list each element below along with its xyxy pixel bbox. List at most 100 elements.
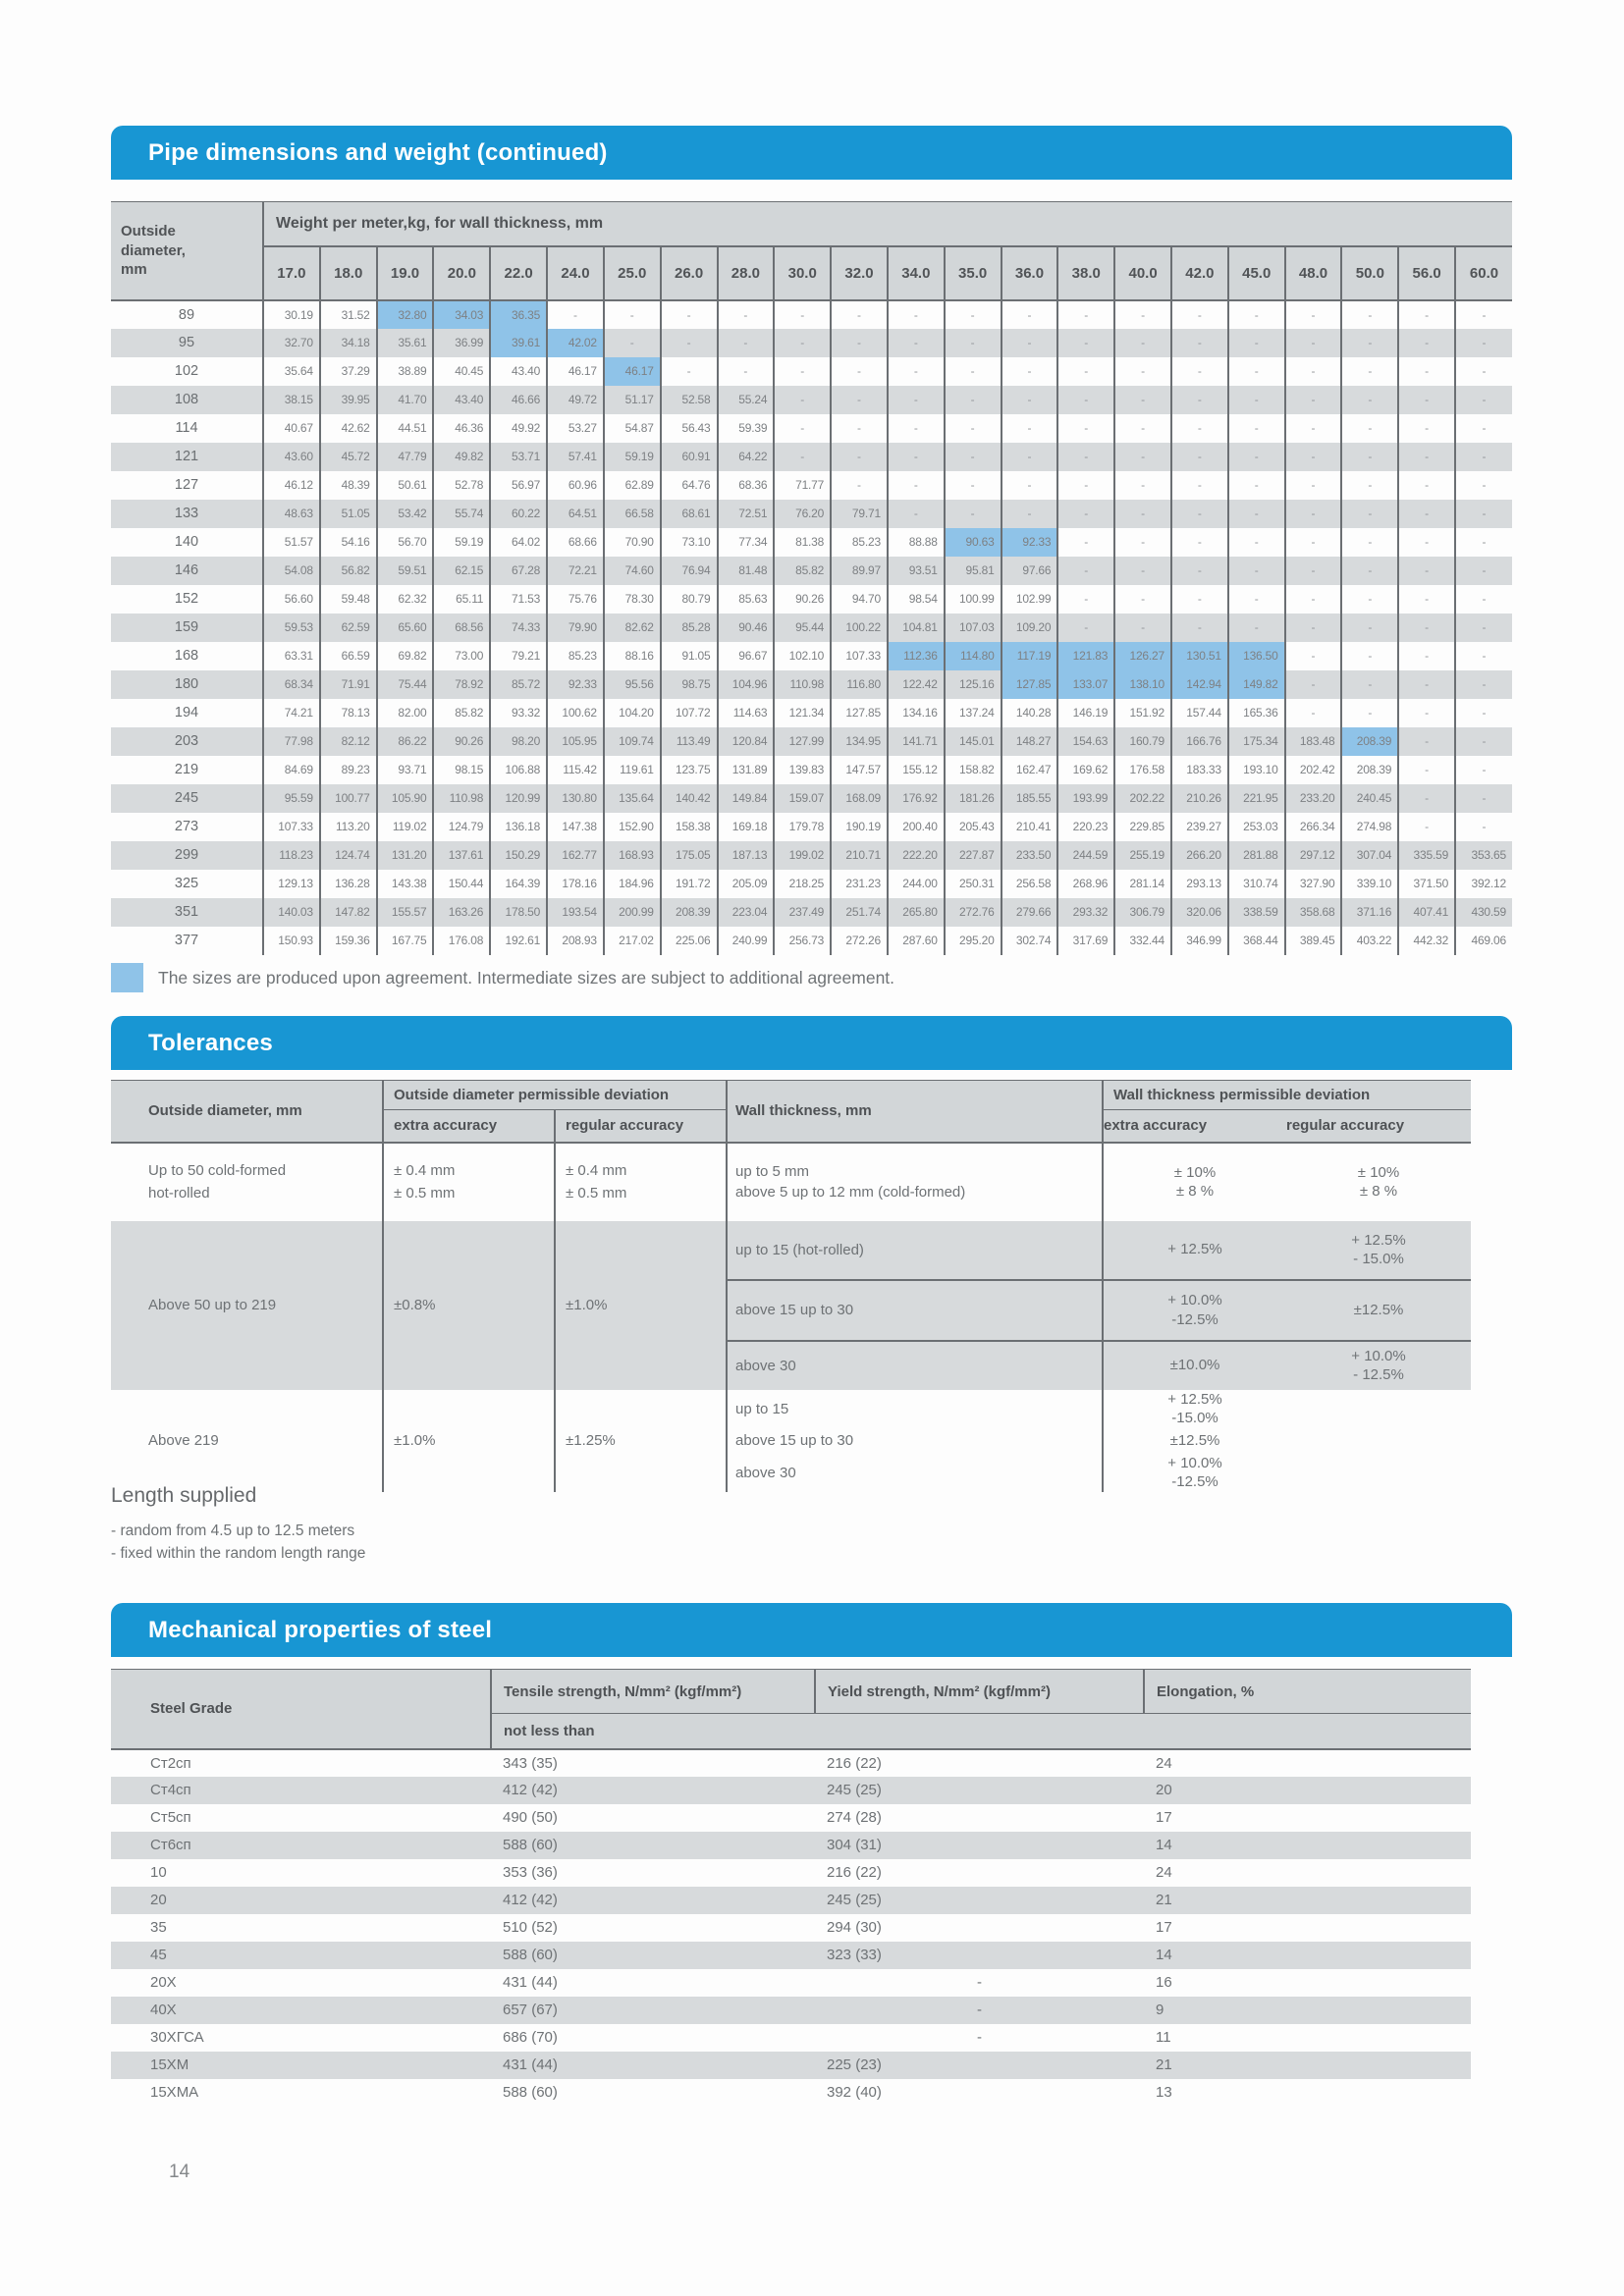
weight-cell: 94.70 — [830, 584, 888, 614]
weight-cell: 244.59 — [1056, 840, 1115, 870]
weight-cell: 39.61 — [489, 328, 548, 357]
wall-thickness-column-header: 40.0 — [1113, 245, 1171, 301]
tensile-strength-value: 353 (36) — [503, 1864, 558, 1881]
empty-weight-cell: - — [602, 328, 661, 357]
weight-cell: 64.51 — [546, 499, 604, 528]
tol-od-extra-value: ± 0.4 mm ± 0.5 mm — [382, 1142, 555, 1221]
steel-grade-value: 45 — [150, 1947, 167, 1963]
empty-weight-cell: - — [773, 328, 832, 357]
weight-cell: 147.38 — [546, 812, 604, 841]
pipe-row-325: 325 129.13 136.28 143.38 150.44 164.39 178.16 1… — [111, 869, 1512, 898]
weight-cell: 208.39 — [1340, 726, 1399, 756]
wall-thickness-column-header: 30.0 — [773, 245, 832, 301]
empty-weight-cell: - — [1056, 299, 1115, 329]
highlight-legend-swatch — [111, 963, 143, 992]
pipe-row-102: 102 35.64 37.29 38.89 40.45 43.40 46.17 46.17- -… — [111, 356, 1512, 386]
outside-diameter-value: 121 — [174, 449, 199, 464]
weight-cell: 168.09 — [830, 783, 888, 813]
empty-weight-cell: - — [1170, 613, 1228, 642]
weight-cell: 65.60 — [375, 613, 434, 642]
yield-strength-value: 323 (33) — [827, 1947, 882, 1963]
weight-cell: 105.95 — [546, 726, 604, 756]
weight-cell: 136.18 — [489, 812, 548, 841]
weight-cell: 49.82 — [432, 442, 491, 471]
weight-cell: 59.39 — [716, 413, 775, 443]
length-supplied-item: - random from 4.5 up to 12.5 meters — [111, 1522, 355, 1539]
weight-cell: 251.74 — [830, 897, 888, 927]
empty-weight-cell: - — [1170, 584, 1228, 614]
tensile-strength-value: 657 (67) — [503, 2002, 558, 2018]
weight-cell: 32.80 — [375, 299, 434, 329]
weight-cell: 109.20 — [1000, 613, 1058, 642]
steel-grade-row: 15ХМА 588 (60) 392 (40) 13 — [111, 2078, 1471, 2107]
weight-cell: 193.99 — [1056, 783, 1115, 813]
outside-diameter-value: 108 — [174, 392, 199, 407]
empty-weight-cell: - — [546, 299, 604, 329]
empty-weight-cell: - — [1226, 299, 1285, 329]
empty-weight-cell: - — [1397, 413, 1456, 443]
weight-cell: 59.48 — [318, 584, 377, 614]
weight-cell: 191.72 — [659, 869, 718, 898]
pipe-row-273: 273 107.33 113.20 119.02 124.79 136.18 147.38 1… — [111, 812, 1512, 841]
tol-wt-extra-value: ±12.5% — [1102, 1427, 1286, 1454]
weight-cell: 167.75 — [375, 926, 434, 955]
weight-cell: 202.42 — [1283, 755, 1342, 784]
pipe-table-group-header: Weight per meter,kg, for wall thickness,… — [262, 201, 1512, 247]
weight-cell: 118.23 — [262, 840, 320, 870]
steel-grade-value: 15ХМА — [150, 2084, 199, 2101]
weight-cell: 35.64 — [262, 356, 320, 386]
weight-cell: 281.88 — [1226, 840, 1285, 870]
weight-cell: 183.48 — [1283, 726, 1342, 756]
empty-weight-cell: - — [1000, 299, 1058, 329]
weight-cell: 137.24 — [943, 698, 1001, 727]
empty-weight-cell: - — [659, 299, 718, 329]
weight-cell: 114.63 — [716, 698, 775, 727]
weight-cell: 255.19 — [1113, 840, 1171, 870]
empty-weight-cell: - — [1397, 641, 1456, 670]
weight-cell: 317.69 — [1056, 926, 1115, 955]
weight-cell: 72.51 — [716, 499, 775, 528]
empty-weight-cell: - — [1283, 613, 1342, 642]
weight-cell: 77.34 — [716, 527, 775, 557]
weight-cell: 126.27 — [1113, 641, 1171, 670]
tol-wt-extra-value: + 10.0% -12.5% — [1102, 1278, 1286, 1341]
empty-weight-cell: - — [1000, 385, 1058, 414]
weight-cell: 45.72 — [318, 442, 377, 471]
weight-cell: 150.29 — [489, 840, 548, 870]
empty-weight-cell: - — [1226, 470, 1285, 500]
weight-cell: 158.38 — [659, 812, 718, 841]
empty-weight-cell: - — [943, 442, 1001, 471]
weight-cell: 104.81 — [886, 613, 945, 642]
steel-grade-row: 20 412 (42) 245 (25) 21 — [111, 1886, 1471, 1914]
weight-cell: 56.43 — [659, 413, 718, 443]
section-title-mechanical-properties: Mechanical properties of steel — [148, 1616, 493, 1643]
empty-weight-cell: - — [830, 470, 888, 500]
empty-weight-cell: - — [1454, 499, 1512, 528]
tol-wt-extra-value: + 12.5% — [1102, 1220, 1286, 1280]
pipe-row-299: 299 118.23 124.74 131.20 137.61 150.29 162.77 1… — [111, 840, 1512, 870]
weight-cell: 253.03 — [1226, 812, 1285, 841]
empty-weight-cell: - — [1397, 783, 1456, 813]
empty-weight-cell: - — [1340, 442, 1399, 471]
tolerances-row-up-to-50: Up to 50 cold-formed hot-rolled ± 0.4 mm… — [111, 1142, 1472, 1221]
pipe-row-194: 194 74.21 78.13 82.00 85.82 93.32 100.62 104.20… — [111, 698, 1512, 727]
tol-wt-extra-value: ± 10% ± 8 % — [1102, 1142, 1286, 1221]
steel-grade-value: 35 — [150, 1919, 167, 1936]
elongation-value: 14 — [1156, 1947, 1172, 1963]
weight-cell: 129.13 — [262, 869, 320, 898]
pipe-row-219: 219 84.69 89.23 93.71 98.15 106.88 115.42 119.6… — [111, 755, 1512, 784]
weight-cell: 92.33 — [1000, 527, 1058, 557]
elongation-value: 9 — [1156, 2002, 1164, 2018]
weight-cell: 113.49 — [659, 726, 718, 756]
weight-cell: 335.59 — [1397, 840, 1456, 870]
empty-weight-cell: - — [1454, 812, 1512, 841]
empty-weight-cell: - — [1454, 641, 1512, 670]
mech-header-tensile-strength: Tensile strength, N/mm² (kgf/mm²) — [490, 1669, 815, 1714]
weight-cell: 42.02 — [546, 328, 604, 357]
weight-cell: 116.80 — [830, 669, 888, 699]
tol-header-wall-thickness: Wall thickness, mm — [726, 1080, 1103, 1144]
tol-wall-range: above 15 up to 30 — [726, 1427, 1103, 1454]
empty-weight-cell: - — [886, 299, 945, 329]
weight-cell: 52.78 — [432, 470, 491, 500]
weight-cell: 140.42 — [659, 783, 718, 813]
